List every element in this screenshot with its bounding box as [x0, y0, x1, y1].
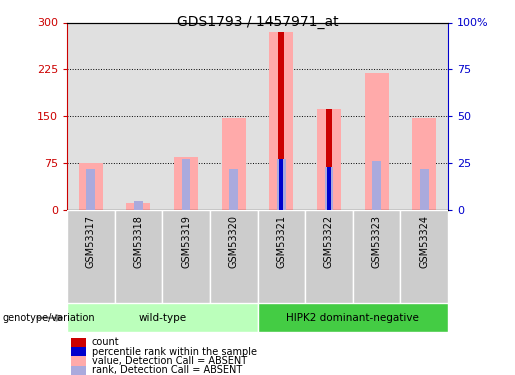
Bar: [134, 201, 143, 210]
Bar: [327, 167, 331, 210]
Text: GSM53321: GSM53321: [277, 214, 286, 268]
Bar: [162, 210, 210, 304]
Bar: [210, 210, 258, 304]
Bar: [210, 22, 258, 210]
Bar: [127, 202, 150, 210]
Bar: [305, 210, 353, 304]
Text: GDS1793 / 1457971_at: GDS1793 / 1457971_at: [177, 15, 338, 29]
Bar: [71, 347, 86, 356]
Text: count: count: [92, 337, 119, 347]
Text: GSM53320: GSM53320: [229, 214, 238, 268]
Bar: [67, 210, 115, 304]
Bar: [67, 303, 258, 332]
Bar: [258, 210, 305, 304]
Bar: [71, 356, 86, 366]
Bar: [365, 72, 388, 210]
Bar: [162, 22, 210, 210]
Bar: [222, 118, 246, 210]
Bar: [353, 210, 401, 304]
Text: rank, Detection Call = ABSENT: rank, Detection Call = ABSENT: [92, 365, 242, 375]
Bar: [258, 22, 305, 210]
Bar: [229, 169, 238, 210]
Text: value, Detection Call = ABSENT: value, Detection Call = ABSENT: [92, 356, 247, 366]
Bar: [305, 22, 353, 210]
Bar: [401, 22, 448, 210]
Bar: [326, 109, 332, 210]
Bar: [71, 366, 86, 375]
Text: GSM53323: GSM53323: [372, 214, 382, 268]
Bar: [67, 22, 115, 210]
Bar: [88, 208, 94, 210]
Text: genotype/variation: genotype/variation: [3, 313, 95, 323]
Bar: [324, 167, 333, 210]
Bar: [420, 169, 428, 210]
Bar: [71, 338, 86, 347]
Text: GSM53322: GSM53322: [324, 214, 334, 268]
Bar: [277, 159, 286, 210]
Text: HIPK2 dominant-negative: HIPK2 dominant-negative: [286, 313, 419, 323]
Text: GSM53318: GSM53318: [133, 214, 143, 268]
Bar: [279, 32, 284, 210]
Bar: [317, 109, 341, 210]
Bar: [114, 210, 162, 304]
Bar: [79, 163, 102, 210]
Bar: [114, 22, 162, 210]
Bar: [401, 210, 448, 304]
Text: GSM53324: GSM53324: [419, 214, 429, 268]
Bar: [413, 117, 436, 210]
Bar: [372, 161, 381, 210]
Bar: [269, 32, 293, 210]
Text: percentile rank within the sample: percentile rank within the sample: [92, 346, 256, 357]
Bar: [258, 303, 448, 332]
Bar: [87, 169, 95, 210]
Bar: [174, 157, 198, 210]
Text: wild-type: wild-type: [138, 313, 186, 323]
Text: GSM53319: GSM53319: [181, 214, 191, 268]
Bar: [182, 159, 191, 210]
Bar: [353, 22, 401, 210]
Text: GSM53317: GSM53317: [86, 214, 96, 268]
Bar: [280, 159, 283, 210]
